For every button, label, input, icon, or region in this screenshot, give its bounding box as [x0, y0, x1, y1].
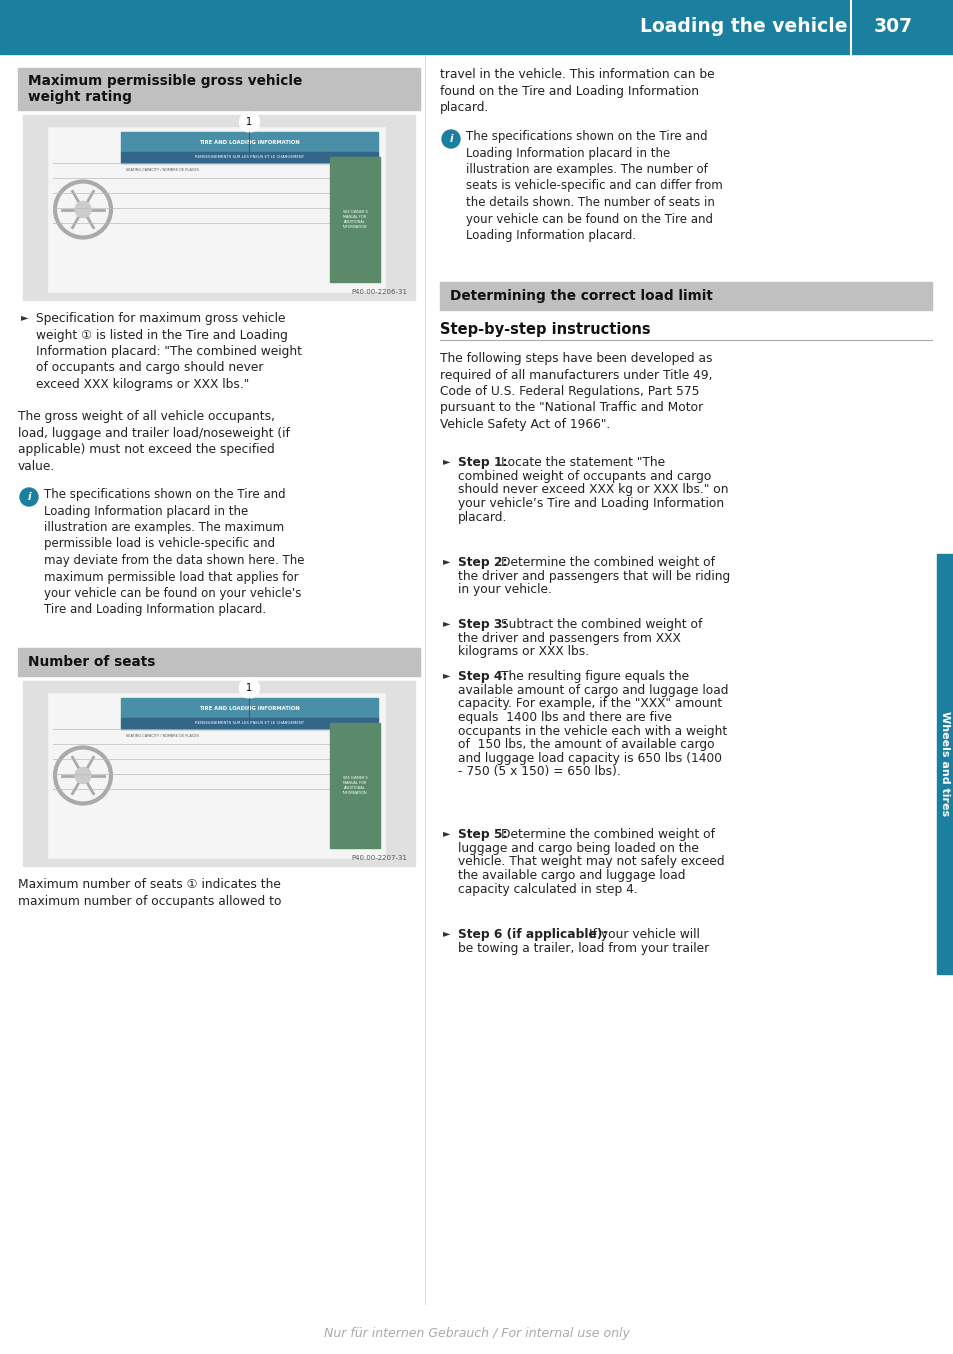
Circle shape [239, 112, 259, 131]
Text: Step 2:: Step 2: [457, 556, 511, 569]
Bar [936, 554, 953, 974]
Text: P40.00-2207-31: P40.00-2207-31 [351, 854, 407, 861]
Text: The specifications shown on the Tire and
Loading Information placard in the
illu: The specifications shown on the Tire and… [44, 487, 304, 616]
Text: capacity. For example, if the "XXX" amount: capacity. For example, if the "XXX" amou… [457, 697, 721, 711]
Text: Determine the combined weight of: Determine the combined weight of [501, 829, 715, 841]
Circle shape [75, 768, 91, 784]
Text: TIRE AND LOADING INFORMATION: TIRE AND LOADING INFORMATION [199, 139, 299, 145]
Text: and luggage load capacity is 650 lbs (1400: and luggage load capacity is 650 lbs (14… [457, 751, 721, 765]
Bar [18, 649, 419, 676]
Text: 1: 1 [246, 116, 253, 127]
Text: Loading the vehicle: Loading the vehicle [639, 18, 847, 37]
Text: of  150 lbs, the amount of available cargo: of 150 lbs, the amount of available carg… [457, 738, 714, 751]
Text: the driver and passengers from XXX: the driver and passengers from XXX [457, 631, 680, 645]
Text: available amount of cargo and luggage load: available amount of cargo and luggage lo… [457, 684, 728, 697]
Text: the driver and passengers that will be riding: the driver and passengers that will be r… [457, 570, 729, 582]
Bar [330, 157, 379, 282]
Text: Step 3:: Step 3: [457, 617, 511, 631]
Text: The gross weight of all vehicle occupants,
load, luggage and trailer load/nosewe: The gross weight of all vehicle occupant… [18, 410, 290, 473]
Bar [23, 681, 415, 867]
Text: Determine the combined weight of: Determine the combined weight of [501, 556, 715, 569]
Text: ►: ► [442, 617, 450, 628]
Text: ►: ► [442, 927, 450, 938]
Text: - 750 (5 x 150) = 650 lbs).: - 750 (5 x 150) = 650 lbs). [457, 765, 620, 779]
Bar [121, 699, 377, 718]
Text: Specification for maximum gross vehicle
weight ① is listed in the Tire and Loadi: Specification for maximum gross vehicle … [36, 311, 302, 391]
Circle shape [75, 202, 91, 218]
Text: P40.00-2206-31: P40.00-2206-31 [351, 288, 407, 295]
Text: Determining the correct load limit: Determining the correct load limit [450, 288, 712, 303]
Text: If your vehicle will: If your vehicle will [589, 927, 700, 941]
Text: kilograms or XXX lbs.: kilograms or XXX lbs. [457, 646, 589, 658]
Text: Wheels and tires: Wheels and tires [940, 711, 949, 816]
Text: Maximum number of seats ① indicates the
maximum number of occupants allowed to: Maximum number of seats ① indicates the … [18, 877, 281, 907]
Circle shape [239, 678, 259, 699]
Text: equals  1400 lbs and there are five: equals 1400 lbs and there are five [457, 711, 671, 724]
Text: 307: 307 [873, 18, 912, 37]
Text: the available cargo and luggage load: the available cargo and luggage load [457, 869, 685, 881]
Text: i: i [28, 492, 30, 502]
Text: ►: ► [442, 556, 450, 566]
Bar [23, 115, 415, 301]
Text: luggage and cargo being loaded on the: luggage and cargo being loaded on the [457, 842, 699, 854]
Text: 1: 1 [246, 682, 253, 693]
Text: The specifications shown on the Tire and
Loading Information placard in the
illu: The specifications shown on the Tire and… [465, 130, 722, 242]
Text: Maximum permissible gross vehicle
weight rating: Maximum permissible gross vehicle weight… [28, 74, 302, 104]
Text: ►: ► [21, 311, 29, 322]
Text: i: i [449, 134, 453, 144]
Circle shape [441, 130, 459, 148]
Bar [0, 0, 953, 54]
Text: Step 4:: Step 4: [457, 670, 511, 682]
Text: Nur für internen Gebrauch / For internal use only: Nur für internen Gebrauch / For internal… [324, 1327, 629, 1340]
Text: ►: ► [442, 456, 450, 466]
Text: in your vehicle.: in your vehicle. [457, 584, 551, 596]
Text: Locate the statement "The: Locate the statement "The [501, 456, 665, 468]
Bar [121, 718, 377, 728]
Text: your vehicle’s Tire and Loading Information: your vehicle’s Tire and Loading Informat… [457, 497, 723, 510]
Bar [121, 152, 377, 162]
Text: SEATING CAPACITY / NOMBRE DE PLACES: SEATING CAPACITY / NOMBRE DE PLACES [126, 168, 198, 172]
Text: SEATING CAPACITY / NOMBRE DE PLACES: SEATING CAPACITY / NOMBRE DE PLACES [126, 734, 198, 738]
Bar [121, 131, 377, 152]
Bar [48, 127, 385, 292]
Text: RENSEIGNEMENTS SUR LES PNEUS ET LE CHARGEMENT: RENSEIGNEMENTS SUR LES PNEUS ET LE CHARG… [194, 722, 304, 726]
Text: Step 5:: Step 5: [457, 829, 511, 841]
Text: The following steps have been developed as
required of all manufacturers under T: The following steps have been developed … [439, 352, 712, 431]
Circle shape [20, 487, 38, 506]
Text: placard.: placard. [457, 510, 507, 524]
Text: occupants in the vehicle each with a weight: occupants in the vehicle each with a wei… [457, 724, 726, 738]
Text: SEE OWNER'S
MANUAL FOR
ADDITIONAL
INFORMATION: SEE OWNER'S MANUAL FOR ADDITIONAL INFORM… [342, 776, 367, 795]
Text: Step-by-step instructions: Step-by-step instructions [439, 322, 650, 337]
Text: vehicle. That weight may not safely exceed: vehicle. That weight may not safely exce… [457, 856, 724, 868]
Text: SEE OWNER'S
MANUAL FOR
ADDITIONAL
INFORMATION: SEE OWNER'S MANUAL FOR ADDITIONAL INFORM… [342, 210, 367, 229]
Text: TIRE AND LOADING INFORMATION: TIRE AND LOADING INFORMATION [199, 705, 299, 711]
Text: Step 6 (if applicable):: Step 6 (if applicable): [457, 927, 611, 941]
Text: ►: ► [442, 829, 450, 838]
Text: combined weight of occupants and cargo: combined weight of occupants and cargo [457, 470, 711, 482]
Text: Number of seats: Number of seats [28, 655, 155, 669]
Bar [439, 282, 931, 310]
Bar [330, 723, 379, 848]
Bar [48, 693, 385, 858]
Text: Step 1:: Step 1: [457, 456, 511, 468]
Text: capacity calculated in step 4.: capacity calculated in step 4. [457, 883, 638, 895]
Text: Subtract the combined weight of: Subtract the combined weight of [501, 617, 702, 631]
Text: travel in the vehicle. This information can be
found on the Tire and Loading Inf: travel in the vehicle. This information … [439, 68, 714, 114]
Text: RENSEIGNEMENTS SUR LES PNEUS ET LE CHARGEMENT: RENSEIGNEMENTS SUR LES PNEUS ET LE CHARG… [194, 156, 304, 160]
Text: should never exceed XXX kg or XXX lbs." on: should never exceed XXX kg or XXX lbs." … [457, 483, 728, 497]
Text: ►: ► [442, 670, 450, 680]
Bar [18, 68, 419, 110]
Text: be towing a trailer, load from your trailer: be towing a trailer, load from your trai… [457, 941, 708, 955]
Text: The resulting figure equals the: The resulting figure equals the [501, 670, 689, 682]
